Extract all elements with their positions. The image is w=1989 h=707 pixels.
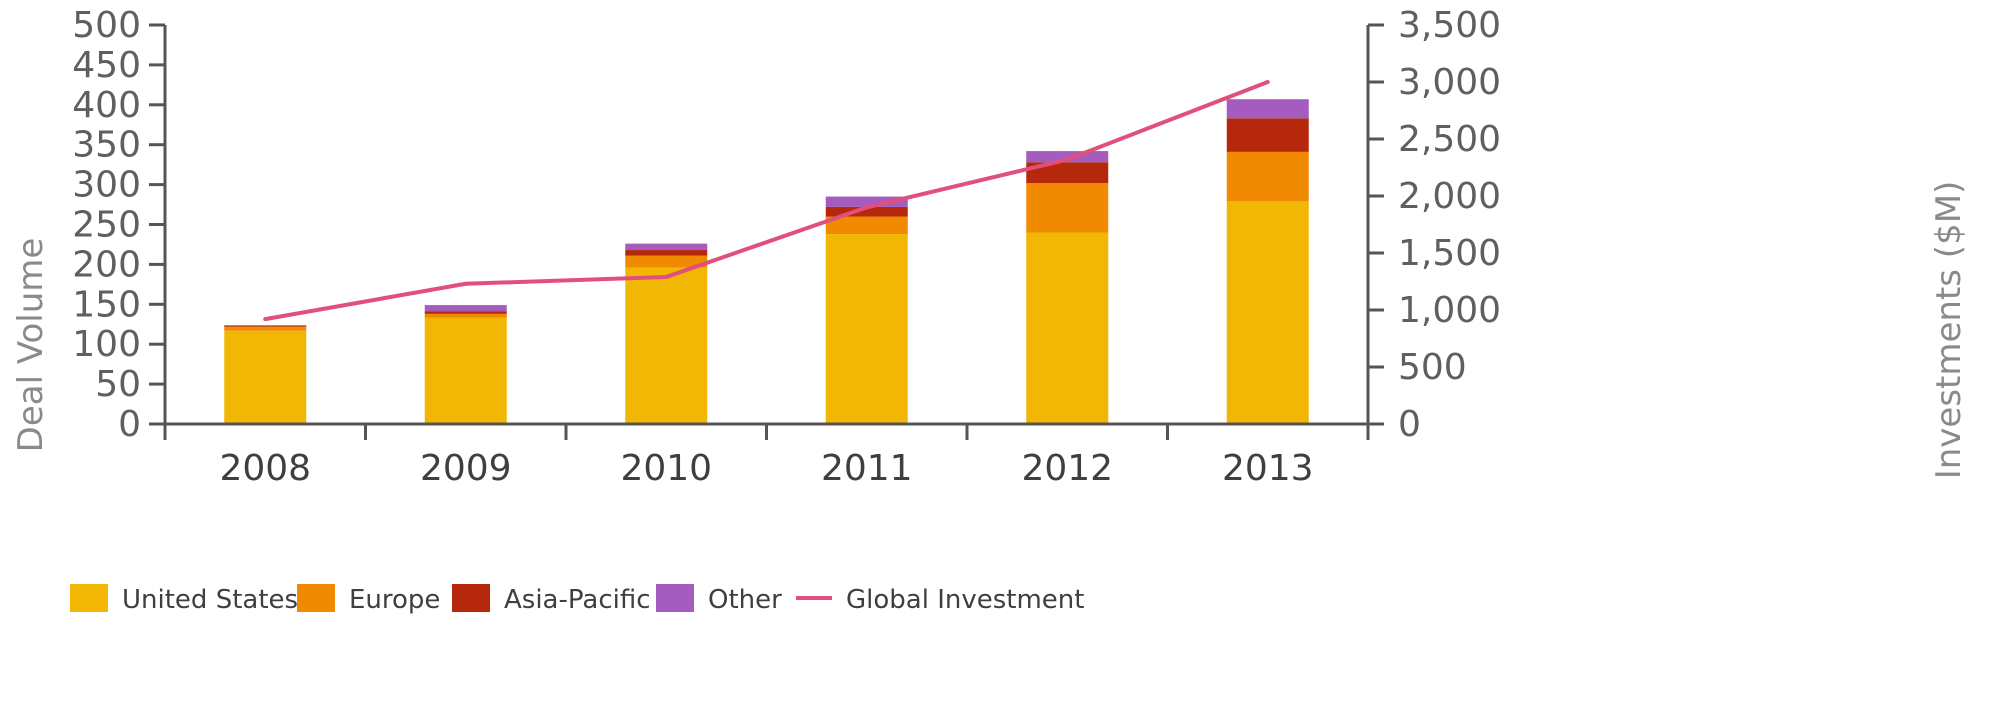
bar-united-states-2012 bbox=[1026, 232, 1109, 424]
x-tick-label: 2011 bbox=[821, 448, 913, 489]
bar-europe-2010 bbox=[625, 255, 708, 268]
bar-europe-2011 bbox=[825, 216, 908, 235]
y2-tick-label: 0 bbox=[1398, 404, 1421, 445]
bars-layer bbox=[224, 99, 1309, 424]
y-axis-title: Deal Volume bbox=[11, 238, 51, 453]
bar-asia-pacific-2009 bbox=[424, 311, 507, 314]
bar-other-2009 bbox=[424, 305, 507, 312]
y2-tick-label: 2,500 bbox=[1398, 119, 1501, 160]
y-tick-label: 250 bbox=[72, 205, 141, 246]
y2-tick-label: 500 bbox=[1398, 347, 1467, 388]
bar-united-states-2011 bbox=[825, 234, 908, 424]
point-global-investment-2011 bbox=[864, 205, 869, 210]
x-tick-label: 2008 bbox=[219, 448, 311, 489]
bar-europe-2008 bbox=[224, 326, 307, 331]
bar-other-2012 bbox=[1026, 151, 1109, 163]
y-tick-label: 150 bbox=[72, 284, 141, 325]
bar-asia-pacific-2013 bbox=[1226, 118, 1309, 152]
point-global-investment-2013 bbox=[1265, 80, 1270, 84]
y-tick-label: 100 bbox=[72, 324, 141, 365]
bar-other-2010 bbox=[625, 243, 708, 251]
x-tick-label: 2010 bbox=[620, 448, 712, 489]
y2-tick-label: 3,500 bbox=[1398, 5, 1501, 46]
legend-label-united-states: United States bbox=[122, 585, 298, 615]
x-tick-label: 2009 bbox=[420, 448, 512, 489]
bar-other-2008 bbox=[224, 325, 307, 326]
legend-swatch-europe bbox=[297, 584, 335, 612]
y2-axis-title: Investments ($M) bbox=[1929, 181, 1969, 480]
y-tick-label: 300 bbox=[72, 165, 141, 206]
legend-swatch-asia-pacific bbox=[452, 584, 490, 612]
bar-united-states-2013 bbox=[1226, 201, 1309, 424]
bar-asia-pacific-2012 bbox=[1026, 162, 1109, 184]
line-layer bbox=[263, 80, 1270, 322]
bar-europe-2012 bbox=[1026, 183, 1109, 233]
axes-layer: 05010015020025030035040045050005001,0001… bbox=[72, 5, 1501, 489]
x-tick-label: 2013 bbox=[1222, 448, 1314, 489]
legend-label-asia-pacific: Asia-Pacific bbox=[504, 585, 651, 615]
bar-europe-2013 bbox=[1226, 151, 1309, 202]
y2-tick-label: 1,500 bbox=[1398, 233, 1501, 274]
bar-other-2013 bbox=[1226, 99, 1309, 119]
point-global-investment-2010 bbox=[664, 274, 669, 279]
y-tick-label: 350 bbox=[72, 125, 141, 166]
legend: United States Europe Asia-Pacific Other Glob… bbox=[70, 584, 1084, 615]
legend-swatch-other bbox=[656, 584, 694, 612]
y2-tick-label: 1,000 bbox=[1398, 290, 1501, 331]
y-tick-label: 450 bbox=[72, 45, 141, 86]
x-tick-label: 2012 bbox=[1021, 448, 1113, 489]
line-global-investment bbox=[264, 80, 1269, 322]
legend-label-other: Other bbox=[708, 585, 782, 615]
y-tick-label: 0 bbox=[118, 404, 141, 445]
y-tick-label: 500 bbox=[72, 5, 141, 46]
point-global-investment-2012 bbox=[1065, 157, 1070, 162]
y2-tick-label: 3,000 bbox=[1398, 62, 1501, 103]
bar-united-states-2008 bbox=[224, 330, 307, 424]
bar-united-states-2009 bbox=[424, 317, 507, 424]
y2-tick-label: 2,000 bbox=[1398, 176, 1501, 217]
legend-label-global-investment: Global Investment bbox=[846, 585, 1084, 615]
y-tick-label: 400 bbox=[72, 85, 141, 126]
bar-asia-pacific-2008 bbox=[224, 325, 307, 327]
bar-other-2011 bbox=[825, 196, 908, 207]
y-tick-label: 50 bbox=[95, 364, 141, 405]
bar-asia-pacific-2011 bbox=[825, 206, 908, 217]
point-global-investment-2009 bbox=[463, 281, 468, 286]
y-tick-label: 200 bbox=[72, 244, 141, 285]
legend-label-europe: Europe bbox=[349, 585, 440, 615]
bar-europe-2009 bbox=[424, 313, 507, 318]
point-global-investment-2008 bbox=[263, 317, 268, 322]
bar-united-states-2010 bbox=[625, 267, 708, 424]
bar-asia-pacific-2010 bbox=[625, 250, 708, 256]
legend-swatch-united-states bbox=[70, 584, 108, 612]
